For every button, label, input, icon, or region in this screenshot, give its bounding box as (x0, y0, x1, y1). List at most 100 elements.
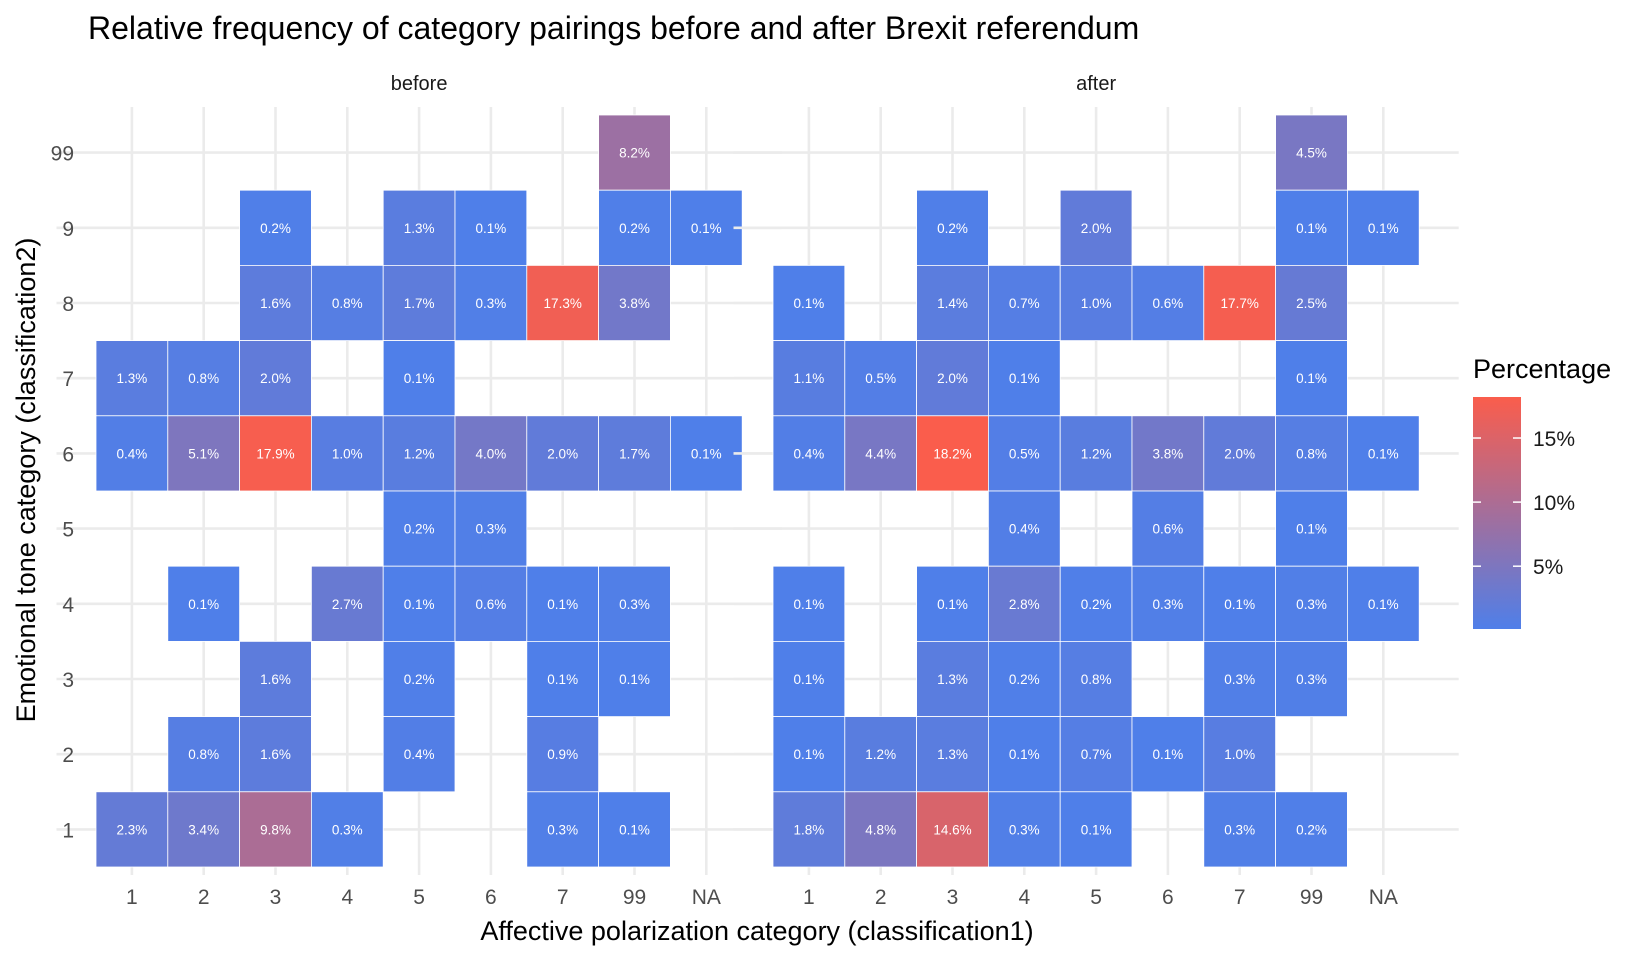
heatmap-cell (382, 716, 456, 793)
heatmap-cell (988, 490, 1061, 567)
heatmap-cell (310, 565, 384, 642)
cell-label: 0.8% (1081, 672, 1112, 687)
heatmap-cell (454, 415, 528, 492)
heatmap-cell (1203, 415, 1277, 492)
cell-label: 17.7% (1221, 296, 1259, 311)
y-tick-label: 2 (62, 744, 74, 767)
cell-label: 1.2% (404, 446, 435, 461)
heatmap-cell (1203, 264, 1277, 341)
heatmap-cell (916, 189, 989, 266)
cell-label: 0.6% (476, 597, 507, 612)
heatmap-cell (1059, 641, 1133, 718)
panel-after: after 4.5% 0.2% 2.0% 0.1% 0.1% 0.1% 1.4% 0.7% 1.0… (733, 73, 1459, 909)
cell-label: 0.1% (1368, 446, 1399, 461)
cell-label: 0.5% (865, 371, 896, 386)
legend-ticks: 5% 10% 15% (1473, 428, 1575, 579)
x-tick-label: 5 (413, 886, 425, 909)
panel-title: before (391, 73, 448, 95)
cell-label: 3.8% (1153, 446, 1184, 461)
heatmap-cell (598, 791, 671, 868)
cell-label: 0.4% (1009, 522, 1040, 537)
legend: Percentage 5% 10% 15% (1473, 354, 1611, 629)
heatmap-cell (239, 791, 312, 868)
heatmap-cell (1275, 264, 1348, 341)
y-axis-title: Emotional tone category (classification2… (11, 238, 41, 723)
cell-label: 0.3% (1296, 672, 1327, 687)
y-tick-label: 99 (51, 143, 74, 166)
heatmap-cell (1347, 189, 1420, 266)
heatmap-cell (382, 641, 456, 718)
x-tick-label: 2 (198, 886, 210, 909)
cell-label: 0.2% (937, 221, 968, 236)
x-tick-label: NA (692, 886, 721, 909)
heatmap-cell (598, 565, 671, 642)
heatmap-cell (382, 415, 456, 492)
cell-label: 1.0% (1224, 747, 1255, 762)
cell-label: 2.3% (117, 822, 148, 837)
heatmap-cell (916, 641, 989, 718)
heatmap-cell (1275, 641, 1348, 718)
heatmap-cell (772, 791, 846, 868)
cell-label: 1.2% (865, 747, 896, 762)
cell-label: 0.6% (1153, 296, 1184, 311)
heatmap-cell (772, 340, 846, 417)
cell-label: 0.1% (1009, 747, 1040, 762)
cell-label: 0.1% (794, 296, 825, 311)
heatmap-cell (916, 264, 989, 341)
cell-label: 4.0% (476, 446, 507, 461)
y-tick-label: 9 (62, 218, 74, 241)
cell-label: 5.1% (188, 446, 219, 461)
heatmap-cell (454, 189, 528, 266)
legend-tick-label: 10% (1533, 492, 1575, 515)
heatmap-cell (526, 791, 599, 868)
heatmap-cell (167, 340, 241, 417)
heatmap-cell (598, 641, 671, 718)
heatmap-cell (598, 264, 671, 341)
cell-label: 1.0% (1081, 296, 1112, 311)
heatmap-cell (95, 791, 169, 868)
cell-label: 0.9% (547, 747, 578, 762)
heatmap-cell (239, 189, 312, 266)
cell-label: 3.4% (188, 822, 219, 837)
heatmap-cell (598, 415, 671, 492)
x-tick-label: 1 (126, 886, 138, 909)
panel-before: before 8.2% 0.2% 1.3% 0.1% 0.2% 0.1% 1.6% 0.8% 1.… (51, 73, 782, 909)
y-tick-label: 1 (62, 819, 74, 842)
cell-label: 0.8% (1296, 446, 1327, 461)
cell-label: 0.1% (1081, 822, 1112, 837)
cell-label: 0.8% (332, 296, 363, 311)
cell-label: 0.2% (619, 221, 650, 236)
legend-colorbar (1473, 397, 1521, 629)
heatmap-cell (167, 565, 241, 642)
cell-label: 0.8% (188, 747, 219, 762)
heatmap-cell (844, 415, 917, 492)
cell-label: 0.1% (1009, 371, 1040, 386)
heatmap-cell (670, 189, 743, 266)
cell-label: 0.1% (547, 597, 578, 612)
heatmap-cell (1131, 565, 1205, 642)
cell-label: 1.3% (937, 747, 968, 762)
cell-label: 0.1% (476, 221, 507, 236)
heatmap-cell (1131, 264, 1205, 341)
heatmap-cell (239, 716, 312, 793)
heatmap-cell (526, 264, 599, 341)
heatmap-cell (454, 264, 528, 341)
cell-label: 0.4% (404, 747, 435, 762)
panels-layer: before 8.2% 0.2% 1.3% 0.1% 0.2% 0.1% 1.6% 0.8% 1.… (51, 73, 1459, 909)
cell-label: 0.3% (1224, 822, 1255, 837)
heatmap-cell (526, 716, 599, 793)
heatmap-cell (988, 791, 1061, 868)
heatmap-cell (454, 490, 528, 567)
cell-label: 0.2% (404, 672, 435, 687)
cell-label: 18.2% (933, 446, 971, 461)
heatmap-cell (1275, 791, 1348, 868)
y-tick-label: 5 (62, 519, 74, 542)
x-tick-label: 6 (485, 886, 497, 909)
cell-label: 0.1% (691, 446, 722, 461)
cell-label: 0.3% (476, 522, 507, 537)
x-tick-label: NA (1369, 886, 1398, 909)
heatmap-cell (1203, 716, 1277, 793)
heatmap-cell (1131, 490, 1205, 567)
